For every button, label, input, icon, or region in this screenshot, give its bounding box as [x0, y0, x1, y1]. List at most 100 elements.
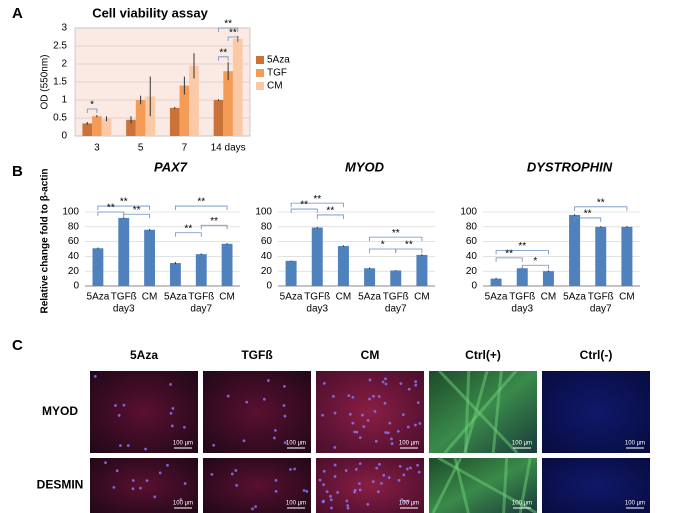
- legend-label: TGF: [267, 68, 287, 79]
- legend-swatch: [256, 82, 264, 90]
- cell-nucleus: [245, 400, 249, 404]
- cell-nucleus: [235, 484, 239, 487]
- bar: [337, 246, 349, 286]
- cell-nucleus: [406, 499, 410, 503]
- cell-nucleus: [351, 395, 355, 399]
- x-tick-label: TGFß: [188, 292, 214, 303]
- cell-nucleus: [346, 504, 350, 507]
- significance-bracket: [175, 205, 228, 211]
- cell-nucleus: [283, 384, 286, 388]
- x-tick-label: 5Aza: [87, 292, 110, 303]
- chart-title: PAX7: [154, 159, 188, 174]
- column-header: TGFß: [241, 348, 272, 362]
- bar: [179, 85, 190, 136]
- cell-nucleus: [169, 411, 173, 415]
- cell-nucleus: [179, 498, 183, 501]
- significance-label: **: [392, 228, 400, 239]
- cell-nucleus: [169, 382, 172, 386]
- row-header: DESMIN: [37, 478, 84, 492]
- cell-nucleus: [274, 479, 278, 482]
- significance-bracket: [395, 248, 423, 253]
- myotube: [463, 370, 489, 454]
- scale-bar-label: 100 µm: [286, 501, 306, 507]
- cell-nucleus: [242, 439, 246, 443]
- significance-label: **: [326, 206, 334, 217]
- cell-nucleus: [416, 401, 420, 405]
- cell-nucleus: [368, 397, 371, 401]
- x-tick-label: TGFß: [588, 292, 614, 303]
- y-tick-label: 2.5: [53, 41, 67, 52]
- micrograph: [203, 458, 311, 513]
- cell-nucleus: [212, 443, 216, 447]
- bar: [195, 254, 207, 286]
- y-tick-label: 80: [261, 221, 273, 232]
- cell-nucleus: [417, 470, 421, 474]
- cell-nucleus: [322, 483, 326, 487]
- cell-nucleus: [183, 482, 187, 485]
- x-tick-label: 7: [182, 143, 188, 154]
- cell-nucleus: [336, 491, 340, 494]
- y-tick-label: 1.5: [53, 77, 67, 88]
- cell-nucleus: [376, 490, 380, 494]
- cell-nucleus: [333, 463, 337, 467]
- cell-nucleus: [403, 499, 407, 503]
- cell-nucleus: [406, 425, 410, 429]
- cell-nucleus: [144, 447, 147, 451]
- myotube: [453, 457, 470, 513]
- micrograph: [203, 371, 311, 453]
- x-tick-label: CM: [219, 292, 235, 303]
- cell-nucleus: [145, 479, 149, 483]
- cell-nucleus: [318, 478, 322, 482]
- x-tick-label: 5Aza: [164, 292, 187, 303]
- cell-nucleus: [351, 421, 355, 425]
- x-tick-label: TGFß: [304, 292, 330, 303]
- panel-label: A: [12, 5, 23, 22]
- cell-nucleus: [344, 469, 348, 472]
- significance-label: **: [405, 240, 413, 251]
- bar: [223, 71, 233, 136]
- bar: [189, 65, 199, 136]
- cell-nucleus: [399, 382, 403, 385]
- cell-nucleus: [329, 498, 333, 502]
- cell-nucleus: [274, 429, 277, 432]
- cell-nucleus: [93, 375, 97, 378]
- chart-title: MYOD: [345, 159, 385, 174]
- cell-nucleus: [378, 462, 381, 466]
- cell-nucleus: [283, 414, 287, 418]
- x-tick-label: TGFß: [509, 292, 535, 303]
- cell-nucleus: [366, 418, 370, 422]
- group-label: day7: [590, 304, 612, 315]
- cell-nucleus: [386, 431, 390, 435]
- significance-label: **: [107, 203, 115, 214]
- cell-nucleus: [274, 489, 278, 493]
- scale-bar-label: 100 µm: [399, 501, 419, 507]
- cell-nucleus: [347, 394, 351, 398]
- y-tick-label: 60: [466, 236, 478, 247]
- significance-bracket: [218, 27, 239, 32]
- x-tick-label: 5: [138, 143, 144, 154]
- significance-bracket: [218, 56, 229, 61]
- cell-nucleus: [374, 439, 378, 443]
- y-tick-label: 0: [266, 281, 272, 292]
- x-tick-label: 5Aza: [358, 292, 381, 303]
- cell-nucleus: [358, 436, 362, 440]
- significance-label: **: [313, 194, 321, 205]
- cell-nucleus: [210, 472, 214, 476]
- x-tick-label: 5Aza: [485, 292, 508, 303]
- panel-label: C: [12, 337, 23, 354]
- significance-bracket: [495, 257, 523, 262]
- y-tick-label: 60: [68, 236, 80, 247]
- significance-label: **: [300, 200, 308, 211]
- scale-bar-label: 100 µm: [512, 441, 532, 447]
- cell-nucleus: [171, 406, 175, 410]
- cell-nucleus: [230, 472, 234, 476]
- y-tick-label: 80: [466, 221, 478, 232]
- bar: [221, 243, 233, 286]
- cell-nucleus: [262, 397, 266, 401]
- cell-nucleus: [373, 410, 377, 413]
- cell-nucleus: [333, 445, 337, 449]
- cell-nucleus: [183, 425, 186, 429]
- cell-nucleus: [387, 476, 391, 480]
- bar: [118, 217, 130, 286]
- micrograph: [316, 371, 424, 453]
